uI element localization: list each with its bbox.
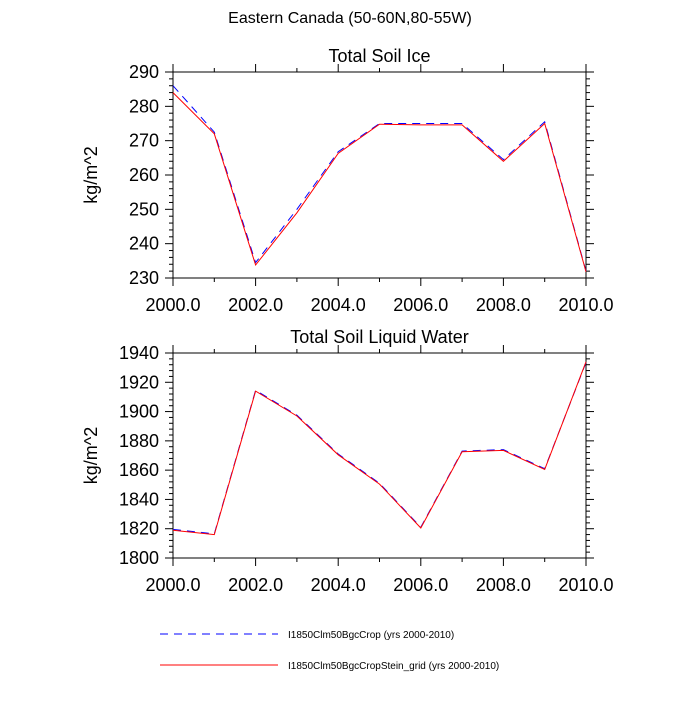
panel2-title: Total Soil Liquid Water <box>290 327 468 347</box>
panel2-plot-frame <box>172 352 587 559</box>
panel2-xtick-label: 2010.0 <box>558 575 613 595</box>
panel1-xtick-label: 2004.0 <box>311 295 366 315</box>
panel1-ytick-label: 270 <box>129 131 159 151</box>
panel2-series-bgccrop-line <box>172 362 587 535</box>
panel1-series-bgccropstein-line <box>172 92 587 272</box>
panel2-ytick-label: 1940 <box>119 343 159 363</box>
panel2-xtick-label: 2008.0 <box>476 575 531 595</box>
panel2-series-bgccropstein-line <box>172 361 587 536</box>
panel1-ylabel: kg/m^2 <box>81 146 101 203</box>
panel1-series-bgccrop-line <box>172 85 587 272</box>
panel1-xtick-label: 2008.0 <box>476 295 531 315</box>
panel1-ytick-label: 280 <box>129 96 159 116</box>
panel1-ytick-label: 230 <box>129 268 159 288</box>
panel2-xtick-label: 2000.0 <box>145 575 200 595</box>
panel2-ytick-label: 1920 <box>119 372 159 392</box>
panel1-plot-frame <box>172 71 587 279</box>
panel2-ylabel: kg/m^2 <box>81 427 101 484</box>
panel2-xtick-label: 2004.0 <box>311 575 366 595</box>
panel2-ytick-label: 1840 <box>119 489 159 509</box>
legend-label-1: I1850Clm50BgcCrop (yrs 2000-2010) <box>288 630 454 641</box>
panel2-ytick-label: 1800 <box>119 548 159 568</box>
panel1-title: Total Soil Ice <box>328 46 430 66</box>
panel1-xtick-label: 2000.0 <box>145 295 200 315</box>
panel1-ytick-label: 240 <box>129 234 159 254</box>
panel2-ytick-label: 1860 <box>119 460 159 480</box>
panel1-ytick-label: 260 <box>129 165 159 185</box>
legend-label-2: I1850Clm50BgcCropStein_grid (yrs 2000-20… <box>288 661 499 672</box>
panel2-ytick-label: 1820 <box>119 519 159 539</box>
panel1-xtick-label: 2002.0 <box>228 295 283 315</box>
panel1-xtick-label: 2006.0 <box>393 295 448 315</box>
panel1-ytick-label: 290 <box>129 62 159 82</box>
panel1-ytick-label: 250 <box>129 199 159 219</box>
panel2-xtick-label: 2002.0 <box>228 575 283 595</box>
panel2-ytick-label: 1900 <box>119 402 159 422</box>
panel2-ytick-label: 1880 <box>119 431 159 451</box>
panel2-xtick-label: 2006.0 <box>393 575 448 595</box>
figure-supertitle: Eastern Canada (50-60N,80-55W) <box>228 10 472 27</box>
panel1-xtick-label: 2010.0 <box>558 295 613 315</box>
